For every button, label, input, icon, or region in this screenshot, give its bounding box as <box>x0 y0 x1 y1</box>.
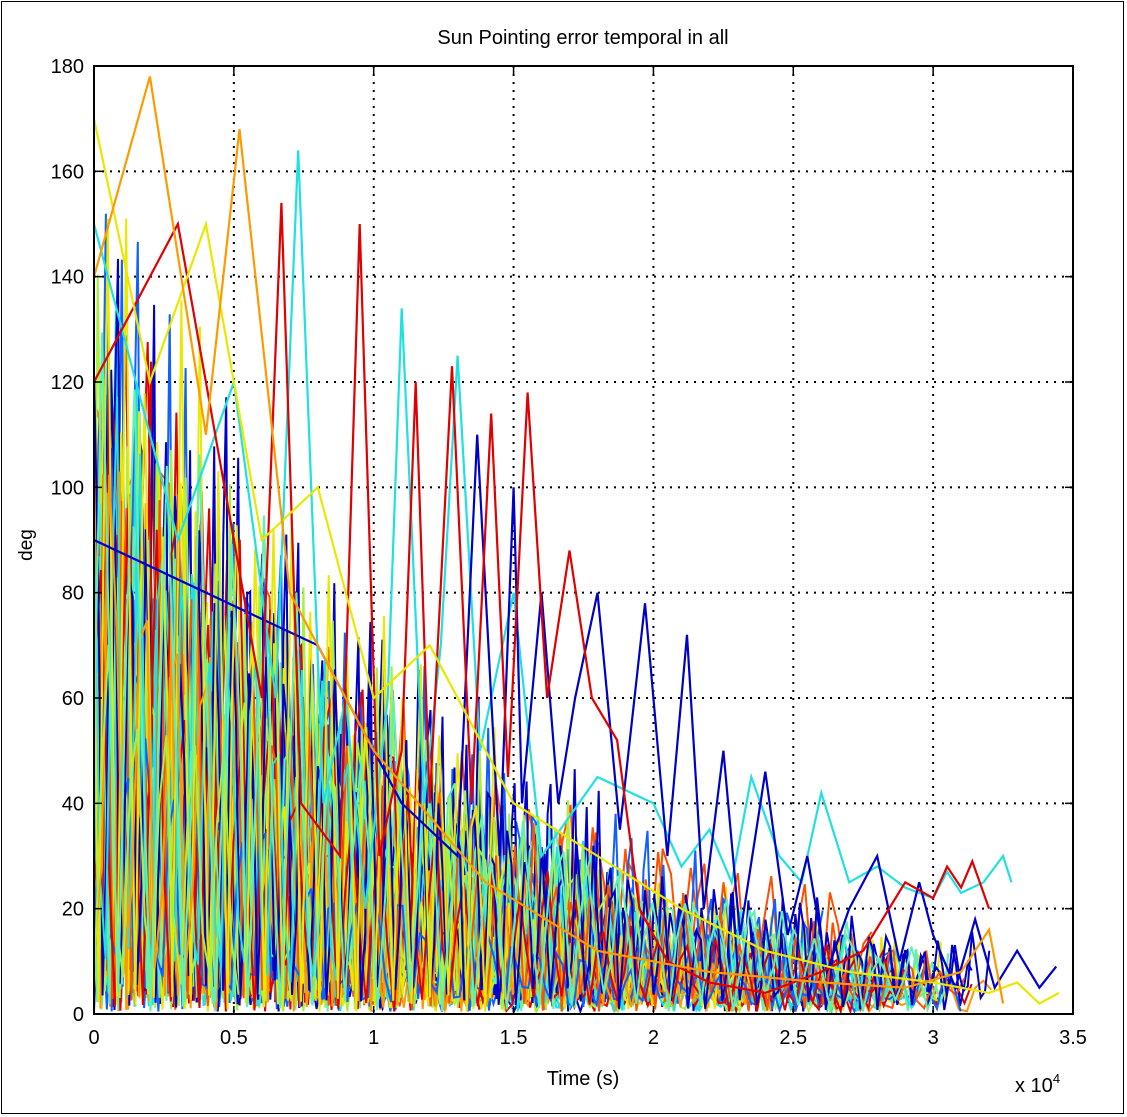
series-line-0 <box>92 150 1013 909</box>
x-tick-label: 3 <box>928 1027 939 1049</box>
y-tick-label: 0 <box>73 1004 84 1026</box>
ensemble-line <box>93 474 217 988</box>
x-axis-label: Time (s) <box>547 1068 620 1090</box>
ensemble-line <box>93 644 240 995</box>
chart-title: Sun Pointing error temporal in all <box>437 27 728 49</box>
series-line-3 <box>92 118 1060 1005</box>
y-tick-label: 140 <box>51 267 84 289</box>
y-tick-label: 180 <box>51 56 84 78</box>
y-tick-label: 80 <box>62 583 84 605</box>
x-tick-label: 2.5 <box>779 1027 807 1049</box>
y-tick-label: 20 <box>62 899 84 921</box>
y-tick-label: 120 <box>51 372 84 394</box>
series-line-1 <box>93 434 1058 991</box>
ensemble-line <box>93 332 937 1013</box>
y-axis-label: deg <box>16 529 37 561</box>
x-tick-label: 1.5 <box>500 1027 528 1049</box>
y-tick-label: 160 <box>51 161 84 183</box>
x-tick-label: 3.5 <box>1059 1027 1087 1049</box>
series-line-2 <box>93 202 991 995</box>
ensemble-line <box>93 369 991 1011</box>
x-tick-label: 1 <box>368 1027 379 1049</box>
x-tick-label: 0.5 <box>220 1027 248 1049</box>
y-tick-label: 60 <box>62 688 84 710</box>
x-multiplier: x 104 <box>1015 1071 1060 1097</box>
y-tick-label: 40 <box>62 793 84 815</box>
y-tick-label: 100 <box>51 477 84 499</box>
x-tick-label: 0 <box>88 1027 99 1049</box>
x-exponent: 4 <box>1053 1071 1060 1086</box>
series-line-4 <box>92 76 1005 1004</box>
x-multiplier-base: x 10 <box>1015 1075 1053 1097</box>
x-tick-label: 2 <box>648 1027 659 1049</box>
plot-area-border <box>93 65 1074 1015</box>
